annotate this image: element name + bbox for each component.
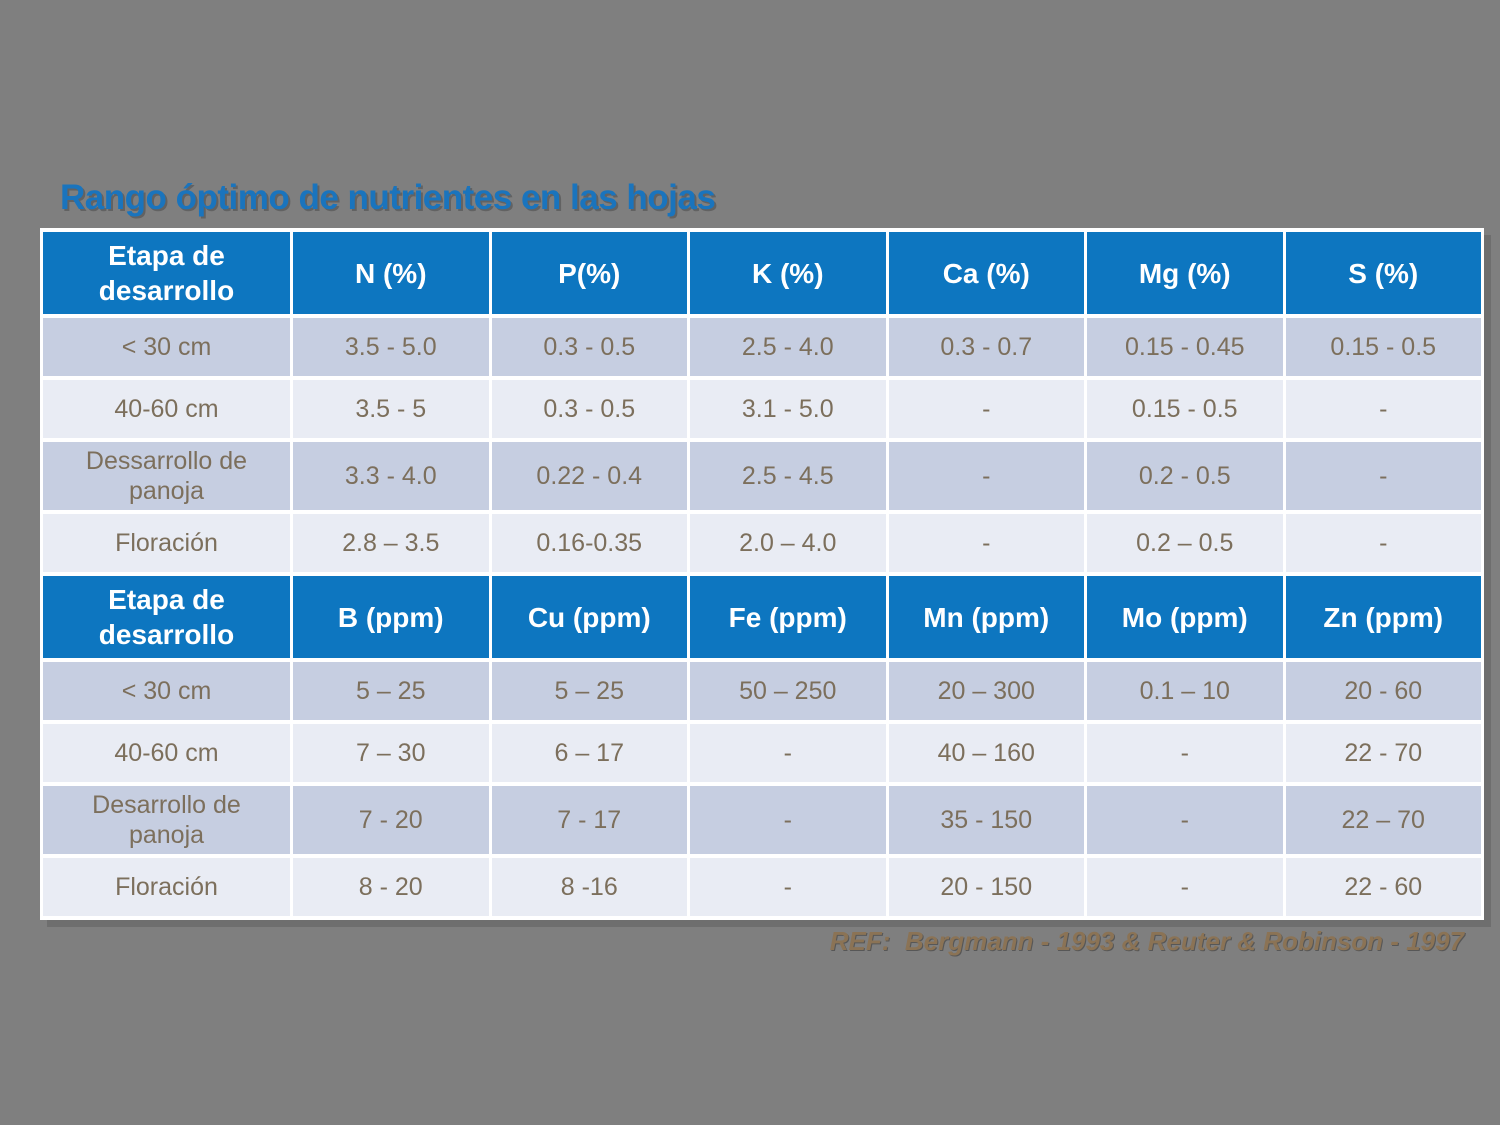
table-row: Desarrollo de panoja 7 - 20 7 - 17 - 35 … xyxy=(43,786,1481,854)
nutrient-table-wrap: Etapa de desarrollo N (%) P(%) K (%) Ca … xyxy=(40,228,1484,920)
value-cell: 3.1 - 5.0 xyxy=(690,380,886,438)
stage-label: Dessarrollo de panoja xyxy=(43,442,290,510)
header-s: S (%) xyxy=(1285,232,1481,314)
table-row: < 30 cm 3.5 - 5.0 0.3 - 0.5 2.5 - 4.0 0.… xyxy=(43,318,1481,376)
stage-label: 40-60 cm xyxy=(43,380,290,438)
table-row: Floración 2.8 – 3.5 0.16-0.35 2.0 – 4.0 … xyxy=(43,514,1481,572)
value-cell: 0.16-0.35 xyxy=(491,514,687,572)
header-zn: Zn (ppm) xyxy=(1285,576,1481,658)
value-cell: 3.5 - 5 xyxy=(293,380,489,438)
value-cell: 5 – 25 xyxy=(293,662,489,720)
value-cell: 0.15 - 0.45 xyxy=(1087,318,1283,376)
table-row: 40-60 cm 7 – 30 6 – 17 - 40 – 160 - 22 -… xyxy=(43,724,1481,782)
header-mn: Mn (ppm) xyxy=(888,576,1084,658)
header-fe: Fe (ppm) xyxy=(690,576,886,658)
value-cell: 3.3 - 4.0 xyxy=(293,442,489,510)
table-row: 40-60 cm 3.5 - 5 0.3 - 0.5 3.1 - 5.0 - 0… xyxy=(43,380,1481,438)
value-cell: 6 – 17 xyxy=(491,724,687,782)
header-n: N (%) xyxy=(293,232,489,314)
value-cell: 8 - 20 xyxy=(293,858,489,916)
value-cell: - xyxy=(1087,786,1283,854)
header-mo: Mo (ppm) xyxy=(1087,576,1283,658)
table-row: Floración 8 - 20 8 -16 - 20 - 150 - 22 -… xyxy=(43,858,1481,916)
stage-label: Floración xyxy=(43,858,290,916)
reference-citation: REF: Bergmann - 1993 & Reuter & Robinson… xyxy=(829,926,1464,956)
value-cell: 0.3 - 0.5 xyxy=(491,318,687,376)
value-cell: 22 - 60 xyxy=(1285,858,1481,916)
header-stage: Etapa de desarrollo xyxy=(43,576,290,658)
header-p: P(%) xyxy=(491,232,687,314)
header-stage: Etapa de desarrollo xyxy=(43,232,290,314)
value-cell: 2.0 – 4.0 xyxy=(690,514,886,572)
value-cell: - xyxy=(1087,858,1283,916)
stage-label: < 30 cm xyxy=(43,662,290,720)
value-cell: 20 - 150 xyxy=(888,858,1084,916)
value-cell: - xyxy=(888,442,1084,510)
value-cell: 0.15 - 0.5 xyxy=(1087,380,1283,438)
value-cell: - xyxy=(1087,724,1283,782)
value-cell: - xyxy=(1285,380,1481,438)
micro-header-row: Etapa de desarrollo B (ppm) Cu (ppm) Fe … xyxy=(43,576,1481,658)
value-cell: - xyxy=(888,380,1084,438)
table-row: Dessarrollo de panoja 3.3 - 4.0 0.22 - 0… xyxy=(43,442,1481,510)
value-cell: - xyxy=(690,786,886,854)
value-cell: - xyxy=(1285,514,1481,572)
slide-title: Rango óptimo de nutrientes en las hojas xyxy=(60,178,716,217)
value-cell: 0.3 - 0.5 xyxy=(491,380,687,438)
value-cell: 50 – 250 xyxy=(690,662,886,720)
value-cell: 0.2 - 0.5 xyxy=(1087,442,1283,510)
macro-header-row: Etapa de desarrollo N (%) P(%) K (%) Ca … xyxy=(43,232,1481,314)
value-cell: - xyxy=(690,858,886,916)
header-cu: Cu (ppm) xyxy=(491,576,687,658)
value-cell: 0.2 – 0.5 xyxy=(1087,514,1283,572)
value-cell: 0.15 - 0.5 xyxy=(1285,318,1481,376)
stage-label: < 30 cm xyxy=(43,318,290,376)
value-cell: 35 - 150 xyxy=(888,786,1084,854)
stage-label: 40-60 cm xyxy=(43,724,290,782)
stage-label: Floración xyxy=(43,514,290,572)
value-cell: 0.1 – 10 xyxy=(1087,662,1283,720)
value-cell: - xyxy=(1285,442,1481,510)
value-cell: - xyxy=(888,514,1084,572)
header-b: B (ppm) xyxy=(293,576,489,658)
value-cell: 40 – 160 xyxy=(888,724,1084,782)
value-cell: 2.8 – 3.5 xyxy=(293,514,489,572)
nutrient-table: Etapa de desarrollo N (%) P(%) K (%) Ca … xyxy=(40,228,1484,920)
value-cell: 0.22 - 0.4 xyxy=(491,442,687,510)
value-cell: 7 – 30 xyxy=(293,724,489,782)
value-cell: 7 - 20 xyxy=(293,786,489,854)
table-row: < 30 cm 5 – 25 5 – 25 50 – 250 20 – 300 … xyxy=(43,662,1481,720)
value-cell: 22 – 70 xyxy=(1285,786,1481,854)
value-cell: 8 -16 xyxy=(491,858,687,916)
header-k: K (%) xyxy=(690,232,886,314)
value-cell: 5 – 25 xyxy=(491,662,687,720)
value-cell: 20 - 60 xyxy=(1285,662,1481,720)
value-cell: 2.5 - 4.0 xyxy=(690,318,886,376)
header-ca: Ca (%) xyxy=(888,232,1084,314)
value-cell: - xyxy=(690,724,886,782)
header-mg: Mg (%) xyxy=(1087,232,1283,314)
value-cell: 22 - 70 xyxy=(1285,724,1481,782)
stage-label: Desarrollo de panoja xyxy=(43,786,290,854)
value-cell: 7 - 17 xyxy=(491,786,687,854)
value-cell: 0.3 - 0.7 xyxy=(888,318,1084,376)
value-cell: 2.5 - 4.5 xyxy=(690,442,886,510)
value-cell: 3.5 - 5.0 xyxy=(293,318,489,376)
value-cell: 20 – 300 xyxy=(888,662,1084,720)
